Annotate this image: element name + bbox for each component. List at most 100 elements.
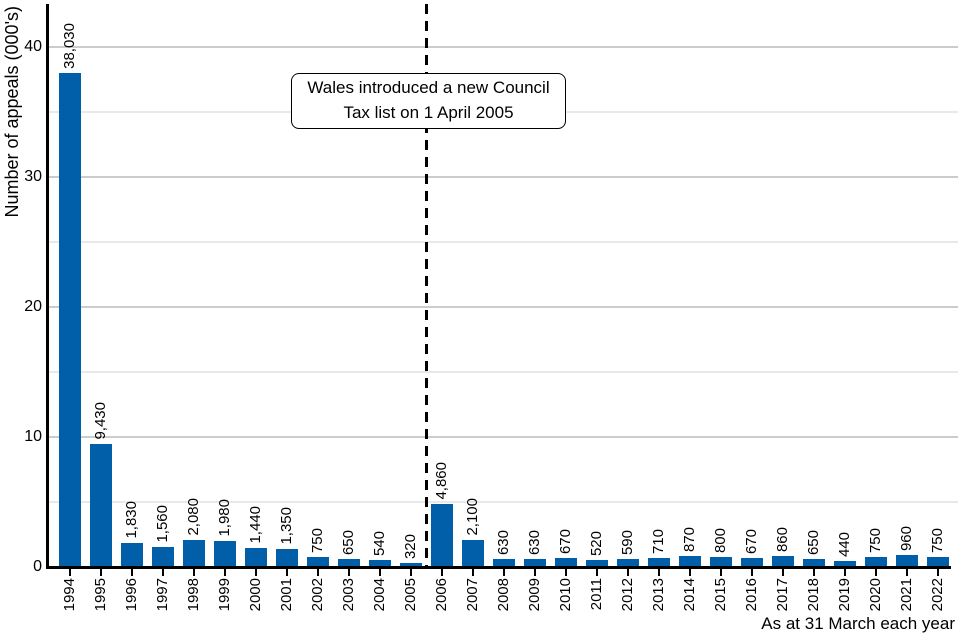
x-tick-1994 <box>69 568 71 576</box>
bar-2011 <box>586 560 608 567</box>
x-tick-label-2010: 2010 <box>557 578 574 612</box>
x-tick-2018 <box>813 568 815 576</box>
gridline-25 <box>47 241 958 243</box>
y-tick-label-40: 40 <box>24 38 42 55</box>
x-tick-2008 <box>503 568 505 576</box>
bar-2009 <box>524 559 546 567</box>
x-tick-label-2001: 2001 <box>278 578 295 612</box>
bar-2018 <box>803 559 825 567</box>
x-tick-label-2000: 2000 <box>247 578 264 612</box>
x-axis-caption: As at 31 March each year <box>761 614 955 633</box>
bar-value-label-2010: 670 <box>557 528 574 554</box>
bar-2001 <box>276 549 298 567</box>
bar-2015 <box>710 557 732 567</box>
x-tick-2002 <box>317 568 319 576</box>
bar-value-label-2013: 710 <box>650 528 667 554</box>
x-tick-label-2020: 2020 <box>867 578 884 612</box>
y-tick-label-0: 0 <box>33 558 42 575</box>
x-tick-2009 <box>534 568 536 576</box>
bar-value-label-1995: 9,430 <box>92 402 109 440</box>
bar-2005 <box>400 563 422 567</box>
x-tick-label-1995: 1995 <box>92 578 109 612</box>
bar-2020 <box>865 557 887 567</box>
bar-2006 <box>431 504 453 567</box>
x-tick-label-1994: 1994 <box>61 578 78 612</box>
annotation-box: Wales introduced a new Council Tax list … <box>291 73 566 129</box>
bar-value-label-2011: 520 <box>588 530 605 556</box>
bar-1996 <box>121 543 143 567</box>
bar-value-label-2003: 650 <box>340 529 357 555</box>
bar-value-label-2008: 630 <box>495 529 512 555</box>
x-tick-label-2018: 2018 <box>805 578 822 612</box>
x-tick-label-2013: 2013 <box>650 578 667 612</box>
bar-1997 <box>152 547 174 567</box>
gridline-10 <box>47 436 958 438</box>
bar-1995 <box>90 444 112 567</box>
x-tick-label-2017: 2017 <box>774 578 791 612</box>
bar-value-label-2017: 860 <box>774 526 791 552</box>
x-tick-2022 <box>937 568 939 576</box>
bar-2000 <box>245 548 267 567</box>
x-tick-label-2019: 2019 <box>836 578 853 612</box>
x-tick-label-2012: 2012 <box>619 578 636 612</box>
x-tick-label-2014: 2014 <box>681 578 698 612</box>
bar-value-label-2012: 590 <box>619 529 636 555</box>
x-axis-line <box>45 565 951 569</box>
x-tick-2020 <box>875 568 877 576</box>
bar-value-label-2014: 870 <box>681 526 698 552</box>
bar-value-label-1996: 1,830 <box>123 501 140 539</box>
bar-2012 <box>617 559 639 567</box>
x-tick-label-2022: 2022 <box>929 578 946 612</box>
x-tick-label-2003: 2003 <box>340 578 357 612</box>
bar-value-label-1999: 1,980 <box>216 499 233 537</box>
bar-value-label-1998: 2,080 <box>185 498 202 536</box>
bar-1999 <box>214 541 236 567</box>
x-tick-label-1996: 1996 <box>123 578 140 612</box>
bar-value-label-1997: 1,560 <box>154 505 171 543</box>
y-tick-label-20: 20 <box>24 298 42 315</box>
gridline-20 <box>47 306 958 308</box>
x-tick-2000 <box>255 568 257 576</box>
x-tick-2007 <box>472 568 474 576</box>
bar-value-label-2002: 750 <box>309 527 326 553</box>
gridline-40 <box>47 46 958 48</box>
x-tick-label-2008: 2008 <box>495 578 512 612</box>
x-tick-label-2009: 2009 <box>526 578 543 612</box>
x-tick-2003 <box>348 568 350 576</box>
y-tick-label-10: 10 <box>24 428 42 445</box>
bar-value-label-2001: 1,350 <box>278 507 295 545</box>
bar-value-label-2007: 2,100 <box>464 498 481 536</box>
bar-value-label-1994: 38,030 <box>61 23 78 69</box>
bar-1998 <box>183 540 205 567</box>
x-tick-label-2021: 2021 <box>898 578 915 612</box>
x-tick-2005 <box>410 568 412 576</box>
bar-2019 <box>834 561 856 567</box>
bar-value-label-2019: 440 <box>836 531 853 557</box>
bar-2010 <box>555 558 577 567</box>
bar-2016 <box>741 558 763 567</box>
bar-2013 <box>648 558 670 567</box>
bar-2022 <box>927 557 949 567</box>
x-tick-label-1998: 1998 <box>185 578 202 612</box>
x-tick-2001 <box>286 568 288 576</box>
x-tick-label-1997: 1997 <box>154 578 171 612</box>
x-tick-label-2016: 2016 <box>743 578 760 612</box>
x-tick-1999 <box>224 568 226 576</box>
x-tick-1996 <box>131 568 133 576</box>
bar-value-label-2020: 750 <box>867 527 884 553</box>
bar-1994 <box>59 73 81 567</box>
bar-value-label-2006: 4,860 <box>433 462 450 500</box>
bar-value-label-2009: 630 <box>526 529 543 555</box>
x-tick-2006 <box>441 568 443 576</box>
bar-value-label-2022: 750 <box>929 527 946 553</box>
bar-value-label-2015: 800 <box>712 527 729 553</box>
x-tick-2010 <box>565 568 567 576</box>
annotation-line-1: Wales introduced a new Council <box>307 78 550 98</box>
x-tick-1998 <box>193 568 195 576</box>
x-tick-1995 <box>100 568 102 576</box>
x-tick-label-2002: 2002 <box>309 578 326 612</box>
x-tick-2019 <box>844 568 846 576</box>
divider-dashed-line <box>425 4 428 567</box>
x-tick-label-2006: 2006 <box>433 578 450 612</box>
